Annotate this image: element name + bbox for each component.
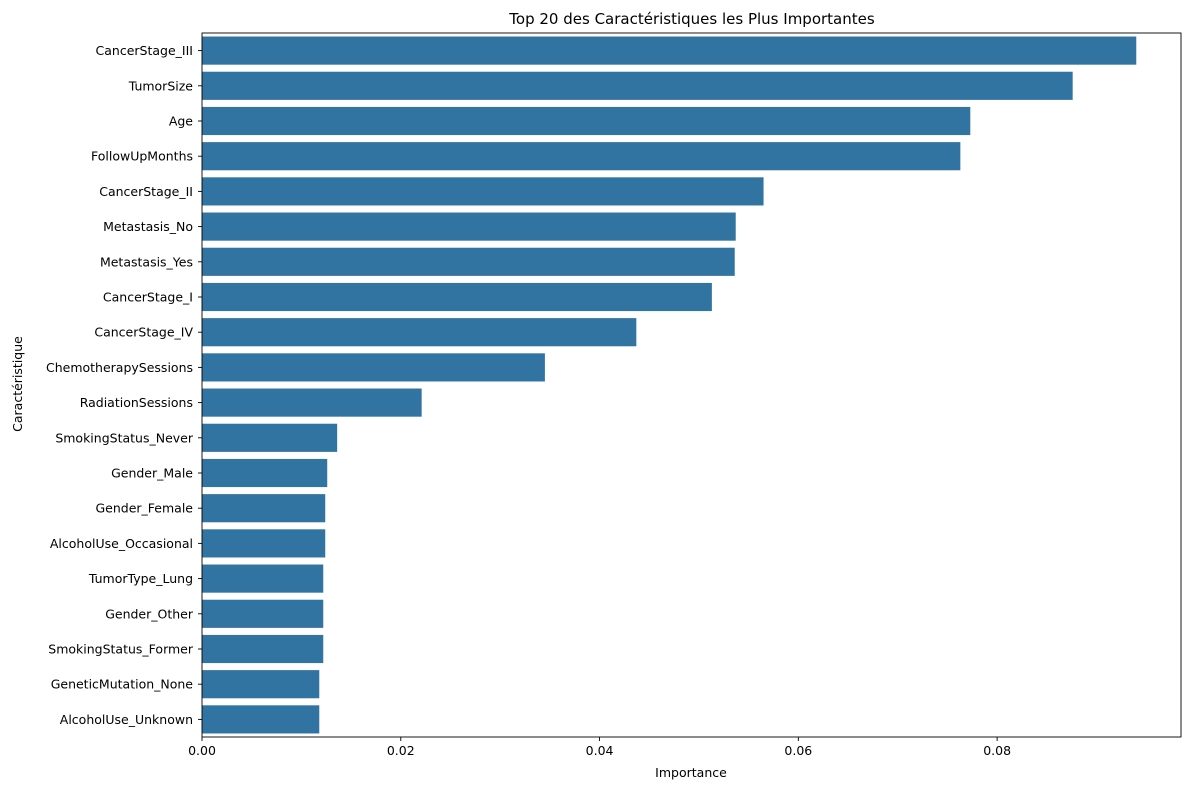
bar-TumorSize: [202, 71, 1073, 100]
bar-RadiationSessions: [202, 388, 422, 417]
y-tick-label: Age: [169, 114, 193, 129]
y-tick-label: CancerStage_I: [103, 290, 193, 305]
bar-CancerStage_IV: [202, 318, 637, 347]
bar-GeneticMutation_None: [202, 670, 320, 699]
bar-Gender_Other: [202, 599, 324, 628]
bar-SmokingStatus_Former: [202, 634, 324, 664]
y-tick-label: CancerStage_II: [99, 184, 193, 199]
x-axis-label: Importance: [655, 765, 727, 780]
y-tick-label: Gender_Female: [95, 501, 193, 516]
y-tick-label: Metastasis_Yes: [100, 254, 193, 269]
bar-ChemotherapySessions: [202, 353, 545, 382]
y-tick-label: Gender_Other: [105, 606, 194, 621]
bar-CancerStage_II: [202, 177, 764, 206]
y-tick-label: TumorSize: [128, 78, 194, 93]
y-tick-label: AlcoholUse_Unknown: [60, 712, 193, 727]
x-tick-label: 0.08: [983, 743, 1011, 758]
y-tick-label: SmokingStatus_Former: [48, 642, 194, 657]
y-tick-label: ChemotherapySessions: [46, 360, 193, 375]
y-tick-label: FollowUpMonths: [91, 149, 193, 164]
y-tick-label: CancerStage_IV: [94, 325, 193, 340]
chart-title: Top 20 des Caractéristiques les Plus Imp…: [508, 10, 875, 28]
plot-frame: [201, 32, 1182, 738]
y-tick-label: TumorType_Lung: [88, 571, 193, 586]
bar-CancerStage_III: [202, 36, 1137, 65]
y-tick-label: Gender_Male: [111, 466, 193, 481]
bar-Metastasis_Yes: [202, 247, 735, 276]
x-tick-label: 0.06: [784, 743, 812, 758]
y-tick-label: GeneticMutation_None: [51, 677, 194, 692]
bars-group: [202, 36, 1137, 734]
x-tick-label: 0.04: [586, 743, 614, 758]
bar-Gender_Female: [202, 494, 326, 523]
bar-Metastasis_No: [202, 212, 736, 241]
y-tick-label: AlcoholUse_Occasional: [50, 536, 193, 551]
bar-SmokingStatus_Never: [202, 423, 338, 452]
bar-FollowUpMonths: [202, 142, 961, 171]
x-ticks: 0.00 0.02 0.04 0.06 0.08: [188, 737, 1011, 758]
x-tick-label: 0.02: [387, 743, 415, 758]
y-tick-label: CancerStage_III: [96, 43, 193, 58]
bar-Gender_Male: [202, 458, 328, 488]
bar-TumorType_Lung: [202, 564, 324, 593]
y-tick-label: Metastasis_No: [103, 219, 193, 234]
y-tick-label: RadiationSessions: [80, 395, 193, 410]
bar-CancerStage_I: [202, 282, 712, 312]
y-tick-labels: CancerStage_III TumorSize Age FollowUpMonth…: [46, 43, 202, 727]
bar-AlcoholUse_Unknown: [202, 705, 320, 734]
bar-Age: [202, 106, 971, 136]
bar-AlcoholUse_Occasional: [202, 529, 326, 558]
y-tick-label: SmokingStatus_Never: [55, 430, 194, 445]
x-tick-label: 0.00: [188, 743, 216, 758]
y-axis-label: Caractéristique: [10, 336, 25, 432]
